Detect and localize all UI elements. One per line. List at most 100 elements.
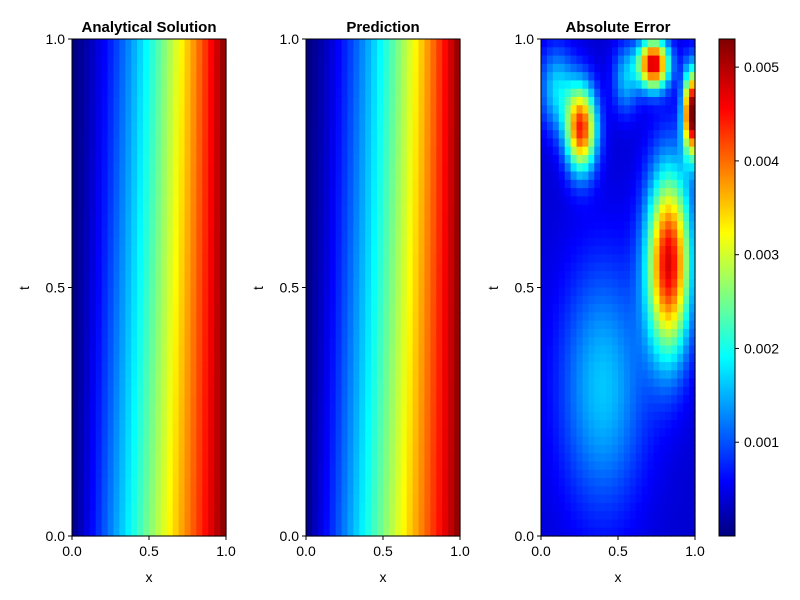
heatmap-cell — [359, 63, 366, 73]
heatmap-cell — [137, 395, 144, 405]
heatmap-cell — [119, 478, 126, 487]
heatmap-cell — [172, 279, 180, 289]
heatmap-cell — [653, 494, 661, 504]
heatmap-cell — [113, 337, 120, 347]
heatmap-cell — [454, 519, 461, 529]
heatmap-cell — [388, 88, 396, 98]
heatmap-cell — [365, 420, 372, 429]
heatmap-cell — [371, 502, 378, 512]
heatmap-cell — [371, 436, 378, 446]
heatmap-cell — [412, 88, 420, 98]
heatmap-cell — [72, 130, 79, 139]
heatmap-cell — [353, 486, 360, 496]
heatmap-cell — [166, 72, 174, 82]
heatmap-cell — [101, 270, 109, 280]
heatmap-cell — [546, 171, 554, 181]
heatmap-cell — [623, 196, 631, 206]
heatmap-cell — [143, 254, 150, 264]
heatmap-cell — [190, 403, 197, 413]
heatmap-cell — [558, 39, 566, 48]
heatmap-cell — [329, 39, 337, 48]
heatmap-cell — [635, 262, 643, 272]
heatmap-cell — [594, 428, 601, 438]
heatmap-cell — [558, 279, 566, 289]
heatmap-cell — [394, 80, 402, 90]
heatmap-cell — [606, 511, 613, 521]
heatmap-cell — [202, 196, 209, 206]
heatmap-cell — [172, 262, 180, 272]
heatmap-cell — [214, 96, 221, 106]
heatmap-cell — [588, 113, 595, 123]
heatmap-cell — [365, 320, 372, 330]
heatmap-cell — [359, 453, 366, 463]
heatmap-cell — [552, 63, 560, 73]
heatmap-cell — [689, 395, 696, 405]
heatmap-cell — [323, 486, 331, 496]
heatmap-cell — [196, 287, 203, 297]
heatmap-cell — [594, 80, 601, 90]
heatmap-cell — [306, 519, 313, 529]
heatmap-cell — [101, 345, 109, 355]
heatmap-cell — [311, 362, 319, 371]
heatmap-cell — [83, 204, 91, 214]
heatmap-cell — [341, 428, 349, 438]
heatmap-cell — [552, 511, 560, 521]
heatmap-cell — [641, 411, 649, 421]
heatmap-cell — [101, 96, 109, 106]
heatmap-cell — [202, 320, 209, 330]
heatmap-cell — [412, 337, 420, 347]
heatmap-cell — [178, 196, 186, 206]
heatmap-cell — [72, 378, 79, 388]
heatmap-cell — [683, 370, 690, 380]
heatmap-cell — [184, 353, 192, 363]
heatmap-cell — [412, 312, 420, 322]
heatmap-cell — [623, 287, 631, 297]
heatmap-cell — [89, 279, 97, 289]
heatmap-cell — [154, 411, 162, 421]
heatmap-cell — [388, 138, 396, 148]
heatmap-cell — [558, 270, 566, 280]
heatmap-cell — [184, 179, 192, 189]
heatmap-cell — [83, 362, 91, 371]
heatmap-cell — [424, 519, 431, 529]
heatmap-cell — [623, 113, 631, 123]
heatmap-cell — [119, 171, 126, 181]
heatmap-cell — [606, 113, 613, 123]
heatmap-cell — [406, 312, 414, 322]
heatmap-cell — [618, 502, 625, 512]
heatmap-cell — [95, 511, 103, 521]
heatmap-cell — [653, 146, 661, 156]
heatmap-cell — [659, 320, 666, 330]
heatmap-cell — [77, 212, 85, 222]
heatmap-cell — [647, 353, 655, 363]
heatmap-cell — [72, 362, 79, 371]
heatmap-cell — [143, 453, 150, 463]
heatmap-cell — [190, 320, 197, 330]
heatmap-cell — [647, 163, 655, 173]
heatmap-cell — [406, 39, 414, 48]
heatmap-cell — [436, 188, 443, 197]
heatmap-cell — [418, 204, 426, 214]
heatmap-cell — [178, 279, 186, 289]
heatmap-cell — [448, 486, 455, 496]
heatmap-cell — [665, 337, 672, 347]
heatmap-cell — [329, 204, 337, 214]
heatmap-cell — [317, 328, 325, 338]
heatmap-cell — [541, 146, 548, 156]
heatmap-cell — [418, 80, 426, 90]
heatmap-cell — [406, 146, 414, 156]
heatmap-cell — [77, 80, 85, 90]
heatmap-cell — [635, 80, 643, 90]
heatmap-cell — [335, 453, 343, 463]
heatmap-cell — [418, 154, 426, 164]
heatmap-cell — [143, 469, 150, 479]
heatmap-cell — [653, 428, 661, 438]
heatmap-cell — [196, 55, 203, 65]
heatmap-cell — [454, 469, 461, 479]
heatmap-cell — [131, 328, 138, 338]
heatmap-cell — [89, 312, 97, 322]
heatmap-cell — [394, 138, 402, 148]
heatmap-cell — [659, 502, 666, 512]
heatmap-cell — [317, 47, 325, 57]
heatmap-cell — [406, 171, 414, 181]
